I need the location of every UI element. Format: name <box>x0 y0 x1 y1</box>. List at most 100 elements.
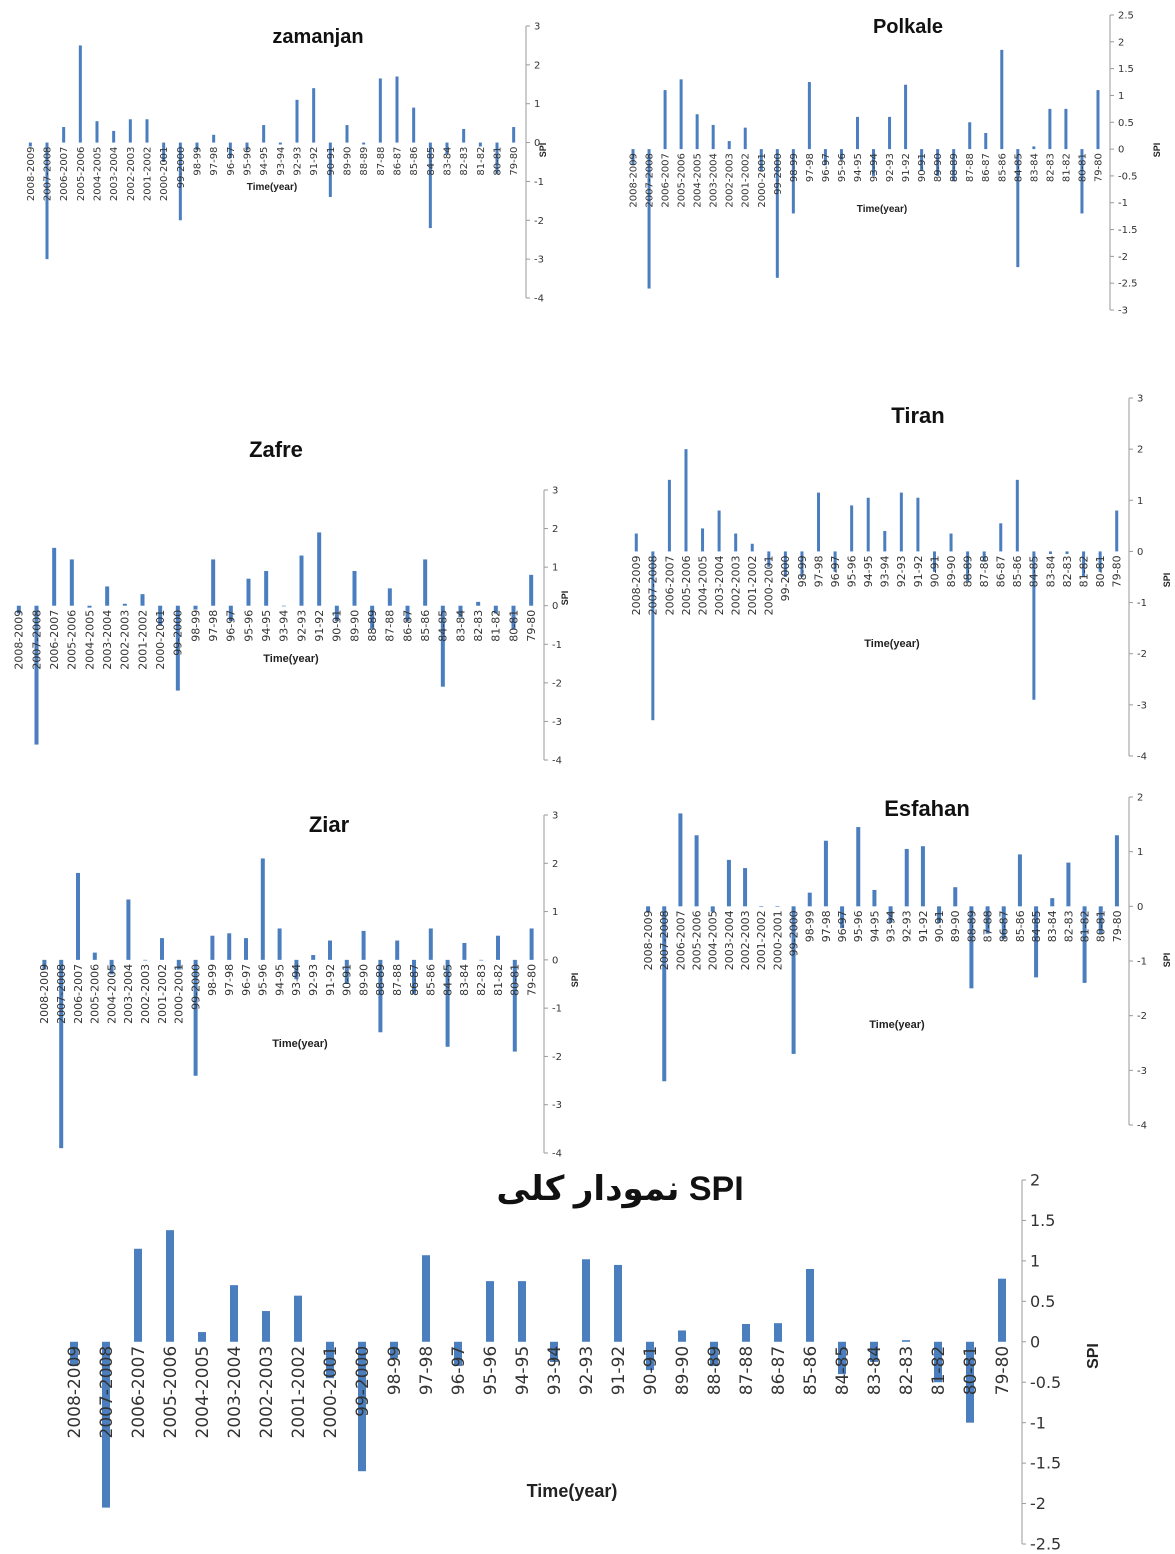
bar-90-91 <box>646 1341 654 1371</box>
category-label: 2000-2001 <box>159 147 170 202</box>
y-tick-label: -0.5 <box>1030 1373 1061 1392</box>
bar-94-95 <box>866 497 870 552</box>
x-axis-label: Time(year) <box>527 1481 618 1501</box>
bar-80-81 <box>1098 551 1102 572</box>
bar-96-97 <box>244 938 248 960</box>
category-label: 2006-2007 <box>48 610 61 670</box>
category-label: 2007-2008 <box>55 964 68 1024</box>
category-label: 88-89 <box>961 555 974 587</box>
y-tick-label: 1.5 <box>1118 64 1134 75</box>
category-label: 2000-2001 <box>763 555 776 615</box>
y-axis-label: SPI <box>1162 953 1172 968</box>
bar-2006-2007 <box>667 479 671 552</box>
category-label: 2007-2008 <box>97 1346 117 1439</box>
category-label: 2007-2008 <box>658 910 671 970</box>
category-label: 95-96 <box>846 555 859 587</box>
bar-98-99 <box>210 935 215 960</box>
y-tick-label: 1 <box>1137 496 1143 507</box>
bar-2006-2007 <box>62 127 66 143</box>
category-label: 87-88 <box>981 910 994 942</box>
category-label: 2001-2002 <box>136 610 149 670</box>
category-label: 2001-2002 <box>289 1346 309 1439</box>
y-axis-label: SPI <box>560 591 570 606</box>
category-label: 86-87 <box>981 153 992 182</box>
category-label: 81-82 <box>1078 910 1091 942</box>
category-label: 2002-2003 <box>739 910 752 970</box>
y-tick-label: -4 <box>552 1149 562 1160</box>
category-label: 2002-2003 <box>730 555 743 615</box>
category-label: 80-81 <box>961 1346 981 1395</box>
category-label: 90-91 <box>917 153 928 182</box>
bar-81-82 <box>493 605 498 614</box>
bar-93-94 <box>278 142 282 145</box>
bar-91-92 <box>920 846 925 907</box>
bar-2004-2005 <box>95 121 99 143</box>
y-tick-label: -1 <box>1137 957 1147 968</box>
y-tick-label: 0 <box>1137 902 1143 913</box>
bar-94-95 <box>855 116 859 150</box>
y-tick-label: 2 <box>534 60 540 71</box>
bar-2000-2001 <box>158 605 163 625</box>
category-label: 99-2000 <box>353 1346 373 1417</box>
bar-97-98 <box>211 559 216 606</box>
y-tick-label: -2 <box>1137 1011 1147 1022</box>
bar-2005-2006 <box>92 952 97 960</box>
y-tick-label: -2 <box>552 1052 562 1063</box>
y-tick-label: 0 <box>534 138 540 149</box>
category-label: 97-98 <box>805 153 816 182</box>
y-tick-label: -1 <box>1118 198 1128 209</box>
bar-2008-2009 <box>634 533 638 552</box>
category-label: 90-91 <box>326 147 337 176</box>
bar-91-92 <box>328 940 332 960</box>
bar-2007-2008 <box>45 142 49 260</box>
y-tick-label: 1 <box>552 563 558 574</box>
category-label: 2003-2004 <box>709 153 720 208</box>
category-label: 94-95 <box>259 147 270 176</box>
bar-2000-2001 <box>775 906 780 907</box>
category-label: 79-80 <box>993 1346 1013 1395</box>
y-tick-label: -4 <box>1137 1121 1147 1132</box>
bar-80-81 <box>495 142 499 174</box>
category-label: 92-93 <box>295 610 308 642</box>
bar-86-87 <box>395 76 399 143</box>
bar-80-81 <box>1098 906 1103 934</box>
bar-82-83 <box>902 1340 910 1342</box>
bar-98-99 <box>193 605 198 610</box>
category-label: 2003-2004 <box>723 910 736 970</box>
bar-84-85 <box>428 142 432 229</box>
category-label: 99-2000 <box>172 610 185 656</box>
y-tick-label: -2 <box>1137 649 1147 660</box>
category-label: 93-94 <box>869 153 880 182</box>
bar-94-95 <box>518 1281 526 1342</box>
bar-92-93 <box>311 955 316 960</box>
category-label: 96-97 <box>225 610 238 642</box>
bar-95-96 <box>850 505 854 552</box>
category-label: 92-93 <box>577 1346 597 1395</box>
category-label: 85-86 <box>1011 555 1024 587</box>
bar-95-96 <box>260 858 265 960</box>
category-label: 89-90 <box>357 964 370 996</box>
category-label: 91-92 <box>309 147 320 176</box>
category-label: 2005-2006 <box>690 910 703 970</box>
bar-2001-2002 <box>294 1295 302 1342</box>
bar-93-94 <box>883 530 887 552</box>
category-label: 2004-2005 <box>193 1346 213 1439</box>
y-axis-label: SPI <box>1085 1343 1102 1369</box>
bar-93-94 <box>281 605 286 607</box>
category-label: 2008-2009 <box>13 610 26 670</box>
y-tick-label: 2 <box>552 524 558 535</box>
bar-2007-2008 <box>651 551 655 721</box>
bar-84-85 <box>440 605 445 687</box>
y-tick-label: 2 <box>1118 37 1124 48</box>
category-label: 81-82 <box>1077 555 1090 587</box>
bar-91-92 <box>904 84 908 150</box>
bar-97-98 <box>227 933 232 960</box>
category-label: 93-94 <box>278 610 291 642</box>
category-label: 94-95 <box>273 964 286 996</box>
bar-83-84 <box>445 142 449 155</box>
bar-2007-2008 <box>59 959 64 1149</box>
category-label: 2008-2009 <box>38 964 51 1024</box>
category-label: 90-91 <box>641 1346 661 1395</box>
category-label: 99-2000 <box>787 910 800 956</box>
